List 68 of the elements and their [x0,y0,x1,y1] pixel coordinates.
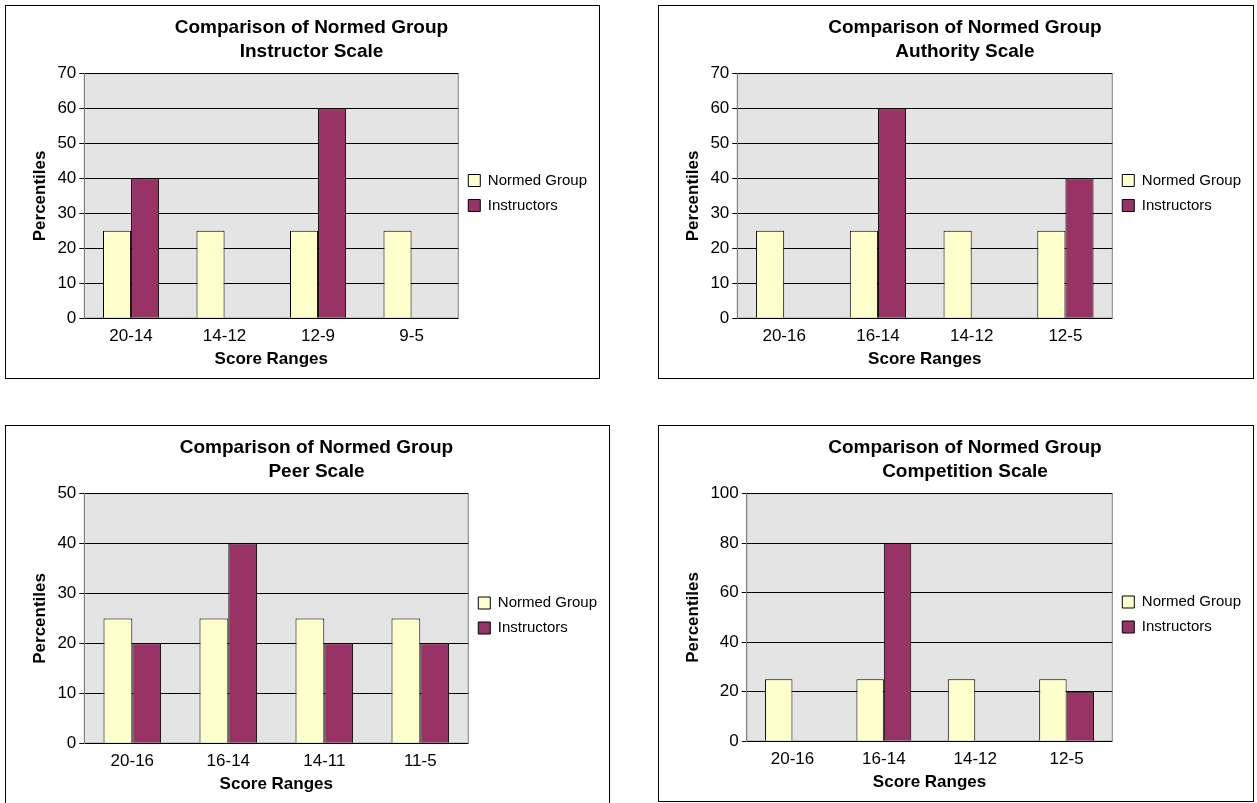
y-axis-title: Percentiles [682,572,702,663]
chart-title: Comparison of Normed Group [828,435,1102,457]
chart-subtitle: Competition Scale [882,460,1048,482]
x-tick-label: 14-11 [303,751,346,771]
x-tick-label: 12-9 [301,326,336,346]
chart-title: Comparison of Normed Group [828,15,1102,37]
x-tick-label: 11-5 [403,751,437,771]
x-axis-title: Score Ranges [872,772,987,792]
chart-subtitle: Instructor Scale [239,40,384,62]
y-tick-label: 60 [57,98,77,118]
chart-title: Comparison of Normed Group [179,435,454,457]
legend-label: Instructors [1141,195,1212,213]
y-tick-label: 30 [710,203,730,223]
x-tick-label: 20-14 [109,326,153,346]
x-tick-label: 20-16 [770,749,815,769]
legend-label: Instructors [1141,617,1212,635]
y-tick-label: 100 [710,483,739,503]
y-tick-label: 0 [66,307,77,327]
x-tick-label: 16-14 [856,326,900,346]
y-tick-label: 50 [57,133,77,153]
y-tick-label: 70 [710,63,730,83]
chart-subtitle: Peer Scale [268,460,365,482]
y-tick-label: 0 [719,307,730,327]
x-tick-label: 16-14 [206,751,251,771]
y-tick-label: 20 [57,238,77,257]
y-axis-title: Percentiles [29,150,49,242]
y-tick-label: 50 [710,133,730,153]
y-tick-label: 40 [57,533,77,553]
legend-label: Instructors [497,618,568,636]
y-tick-label: 40 [57,168,77,188]
x-tick-label: 14-12 [953,749,997,769]
y-tick-label: 50 [57,483,77,503]
y-tick-label: 30 [57,203,77,223]
y-tick-label: 10 [57,682,77,702]
y-tick-label: 10 [57,272,77,292]
x-tick-label: 20-16 [110,751,155,771]
chart-subtitle: Authority Scale [895,40,1035,62]
y-axis-title: Percentiles [29,573,49,664]
legend-label: Normed Group [1141,592,1242,610]
y-tick-label: 10 [710,272,730,292]
x-tick-label: 12-5 [1049,749,1084,769]
x-tick-label: 14-12 [202,326,247,346]
x-axis-title: Score Ranges [219,774,333,794]
y-tick-label: 20 [719,681,739,701]
y-tick-label: 40 [719,631,739,651]
x-tick-label: 14-12 [949,326,994,346]
y-tick-label: 80 [719,532,739,552]
x-tick-label: 20-16 [762,326,806,346]
x-tick-label: 9-5 [399,326,424,346]
y-tick-label: 60 [719,582,739,602]
y-tick-label: 70 [57,63,77,83]
y-tick-label: 60 [710,98,730,118]
x-tick-label: 16-14 [862,749,906,769]
x-axis-title: Score Ranges [868,349,982,369]
legend-label: Normed Group [487,170,588,188]
y-tick-label: 0 [729,730,739,750]
x-axis-title: Score Ranges [214,349,328,369]
y-tick-label: 20 [57,633,77,653]
y-tick-label: 30 [57,583,77,603]
x-tick-label: 12-5 [1048,326,1083,346]
legend-label: Normed Group [497,593,598,611]
legend-label: Instructors [487,195,558,213]
y-tick-label: 0 [66,732,77,752]
chart-title: Comparison of Normed Group [174,15,449,37]
y-axis-title: Percentiles [682,150,702,242]
y-tick-label: 20 [710,238,730,257]
y-tick-label: 40 [710,168,730,188]
legend-label: Normed Group [1141,170,1242,188]
